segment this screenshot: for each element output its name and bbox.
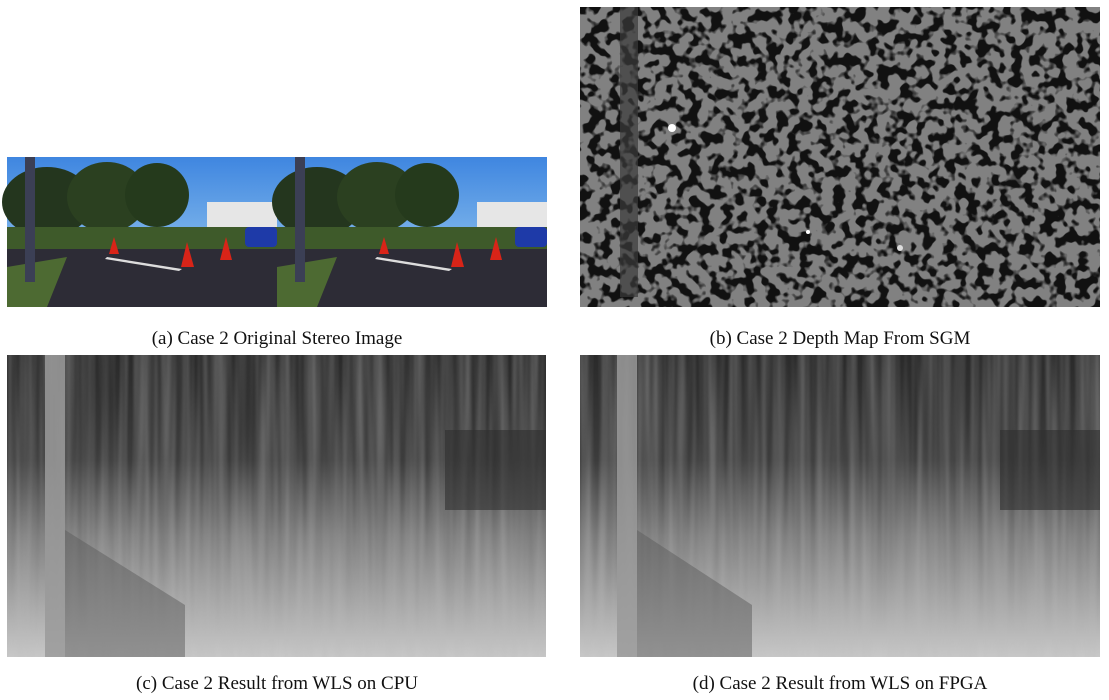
figure-images — [0, 0, 1109, 700]
page: {"figures": [ {"caption": "(a) Case 2 Or… — [0, 0, 1109, 700]
stereo-image — [2, 157, 547, 307]
sgm-depth-map — [580, 7, 1100, 307]
caption: (b) Case 2 Depth Map From SGM — [570, 328, 1109, 350]
caption: (a) Case 2 Original Stereo Image — [7, 328, 547, 350]
caption: (d) Case 2 Result from WLS on FPGA — [570, 673, 1109, 695]
caption: (c) Case 2 Result from WLS on CPU — [7, 673, 547, 695]
wls-cpu-result — [7, 355, 546, 657]
wls-fpga-result — [580, 355, 1100, 657]
